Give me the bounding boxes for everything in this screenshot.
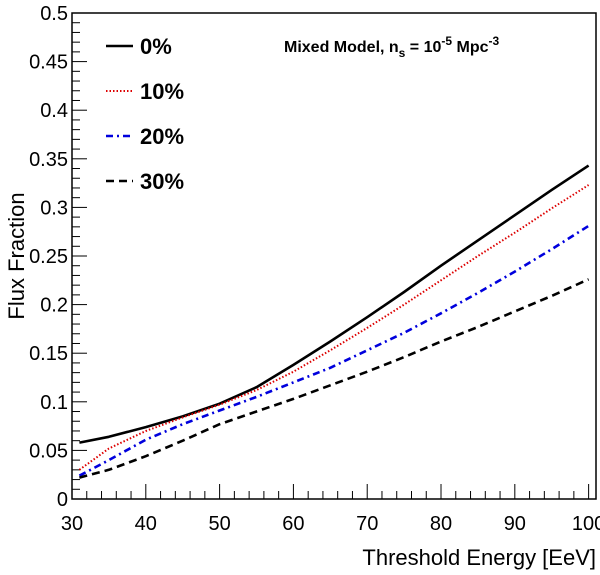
- x-axis-ticks: 30 40 50 60 70 80 90 100: [61, 484, 600, 535]
- y-tick-label: 0.05: [29, 440, 68, 462]
- annotation-superscript-2: -3: [489, 34, 500, 48]
- y-tick-label: 0.35: [29, 149, 68, 171]
- legend-label-1: 10%: [140, 79, 184, 104]
- y-tick-label: 0.5: [40, 3, 68, 25]
- legend-label-0: 0%: [140, 34, 172, 59]
- y-axis-title: Flux Fraction: [4, 192, 29, 319]
- y-tick-label: 0.3: [40, 197, 68, 219]
- y-tick-label: 0.45: [29, 52, 68, 74]
- series-line-0: [79, 164, 590, 444]
- y-axis-ticks: 0 0.05 0.1 0.15 0.2 0.25 0.3 0.35 0.4 0.45 0.5: [29, 3, 87, 511]
- annotation-middle: = 10: [405, 39, 441, 56]
- x-tick-label: 70: [356, 513, 378, 535]
- legend: 0% 10% 20% 30%: [106, 34, 184, 194]
- x-tick-label: 50: [208, 513, 230, 535]
- series-line-3: [79, 278, 590, 479]
- y-tick-label: 0.25: [29, 246, 68, 268]
- x-tick-label: 40: [135, 513, 157, 535]
- legend-label-3: 30%: [140, 169, 184, 194]
- series-lines: [78, 164, 590, 479]
- y-tick-label: 0.15: [29, 343, 68, 365]
- annotation-superscript-1: -5: [441, 34, 452, 48]
- x-tick-label: 100: [572, 513, 600, 535]
- series-line-1: [78, 184, 590, 471]
- y-tick-label: 0.1: [40, 392, 68, 414]
- annotation-subscript: s: [399, 46, 406, 60]
- model-annotation: Mixed Model, ns = 10-5 Mpc-3: [284, 34, 500, 60]
- x-tick-label: 60: [282, 513, 304, 535]
- annotation-prefix: Mixed Model, n: [284, 39, 399, 56]
- annotation-unit: Mpc: [452, 39, 489, 56]
- x-tick-label: 80: [430, 513, 452, 535]
- x-axis-title: Threshold Energy [EeV]: [362, 545, 596, 570]
- legend-label-2: 20%: [140, 124, 184, 149]
- y-tick-label: 0.4: [40, 100, 68, 122]
- series-line-2: [78, 224, 590, 477]
- y-tick-label: 0: [57, 489, 68, 511]
- y-tick-label: 0.2: [40, 295, 68, 317]
- x-tick-label: 30: [61, 513, 83, 535]
- x-tick-label: 90: [504, 513, 526, 535]
